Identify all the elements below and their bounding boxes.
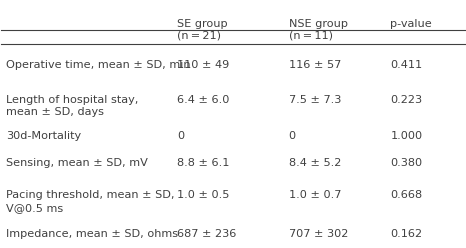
Text: 0.668: 0.668 bbox=[391, 190, 423, 200]
Text: 707 ± 302: 707 ± 302 bbox=[288, 229, 348, 240]
Text: 0.411: 0.411 bbox=[391, 60, 423, 70]
Text: 0: 0 bbox=[178, 131, 185, 141]
Text: Impedance, mean ± SD, ohms: Impedance, mean ± SD, ohms bbox=[6, 229, 178, 240]
Text: 110 ± 49: 110 ± 49 bbox=[178, 60, 230, 70]
Text: Length of hospital stay,
mean ± SD, days: Length of hospital stay, mean ± SD, days bbox=[6, 94, 138, 117]
Text: 30d-Mortality: 30d-Mortality bbox=[6, 131, 81, 141]
Text: 116 ± 57: 116 ± 57 bbox=[288, 60, 341, 70]
Text: 1.0 ± 0.5: 1.0 ± 0.5 bbox=[178, 190, 230, 200]
Text: Pacing threshold, mean ± SD,
V@0.5 ms: Pacing threshold, mean ± SD, V@0.5 ms bbox=[6, 190, 175, 213]
Text: 0: 0 bbox=[288, 131, 296, 141]
Text: 6.4 ± 6.0: 6.4 ± 6.0 bbox=[178, 94, 230, 105]
Text: Operative time, mean ± SD, min: Operative time, mean ± SD, min bbox=[6, 60, 191, 70]
Text: NSE group
(n = 11): NSE group (n = 11) bbox=[288, 19, 348, 41]
Text: 1.0 ± 0.7: 1.0 ± 0.7 bbox=[288, 190, 341, 200]
Text: 7.5 ± 7.3: 7.5 ± 7.3 bbox=[288, 94, 341, 105]
Text: 1.000: 1.000 bbox=[391, 131, 423, 141]
Text: 0.380: 0.380 bbox=[391, 158, 423, 168]
Text: 8.4 ± 5.2: 8.4 ± 5.2 bbox=[288, 158, 341, 168]
Text: 0.223: 0.223 bbox=[391, 94, 423, 105]
Text: p-value: p-value bbox=[391, 19, 432, 29]
Text: 687 ± 236: 687 ± 236 bbox=[178, 229, 237, 240]
Text: 0.162: 0.162 bbox=[391, 229, 423, 240]
Text: SE group
(n = 21): SE group (n = 21) bbox=[178, 19, 228, 41]
Text: Sensing, mean ± SD, mV: Sensing, mean ± SD, mV bbox=[6, 158, 148, 168]
Text: 8.8 ± 6.1: 8.8 ± 6.1 bbox=[178, 158, 230, 168]
